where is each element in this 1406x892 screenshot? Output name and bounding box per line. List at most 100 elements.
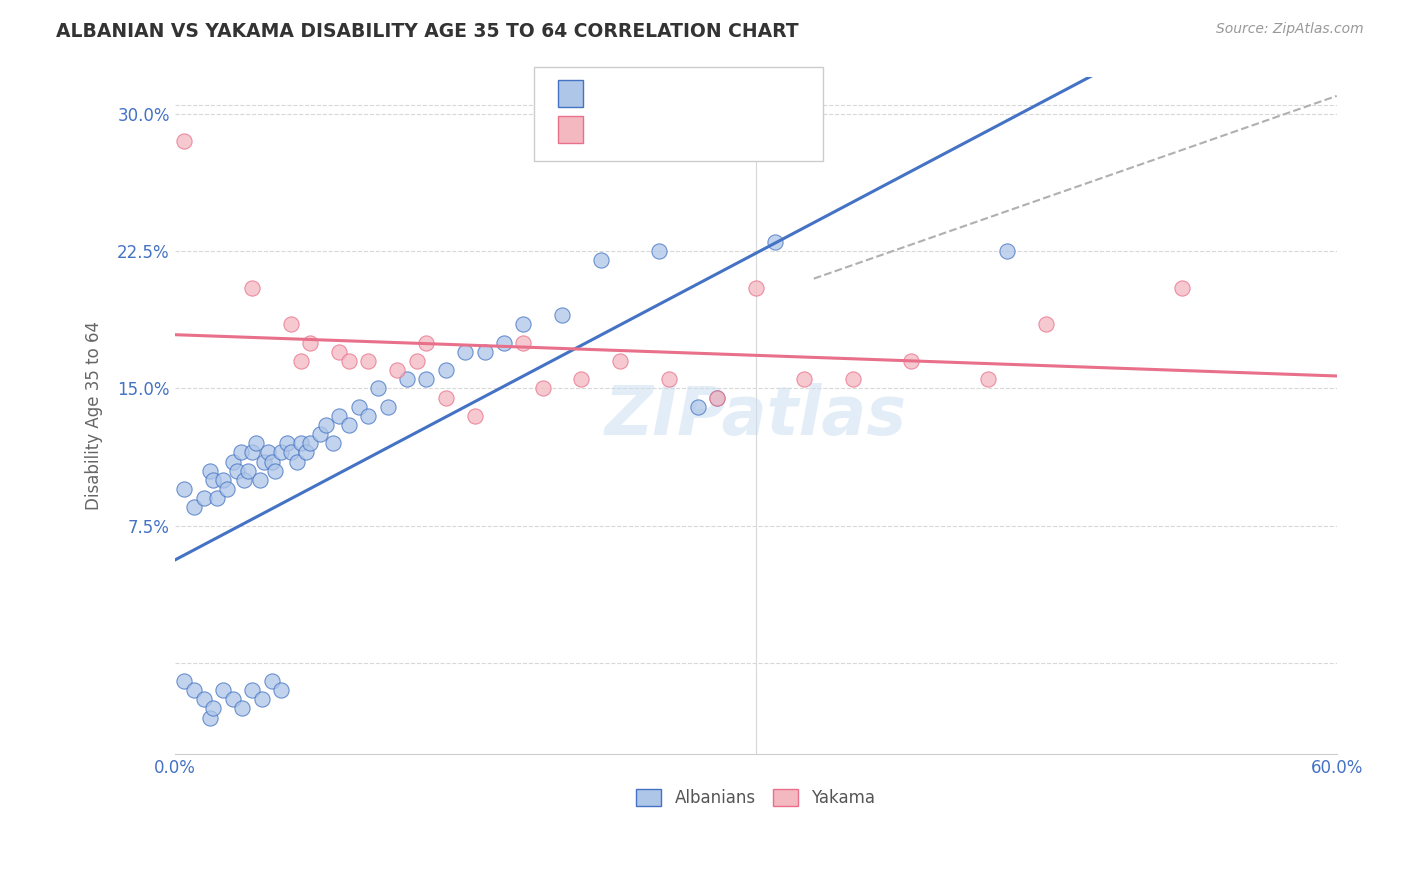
Text: Source: ZipAtlas.com: Source: ZipAtlas.com [1216,22,1364,37]
Point [686,400,709,414]
Point [367,381,389,395]
Point [240,281,263,295]
Point [299,436,322,450]
Point [198,464,221,478]
Point [212,473,235,487]
Point [270,445,292,459]
Point [405,354,427,368]
Point [285,454,308,468]
Point [589,253,612,268]
Point [270,683,292,698]
Point [396,372,419,386]
Point [977,372,1000,386]
Text: R =: R = [595,120,636,138]
Point [357,409,380,423]
Legend: Albanians, Yakama: Albanians, Yakama [630,782,882,814]
Point [1171,281,1194,295]
Point [225,464,247,478]
Point [245,436,267,450]
Point [841,372,863,386]
Point [657,372,679,386]
Point [240,683,263,698]
Point [997,244,1019,259]
Text: 50: 50 [728,85,751,103]
Point [474,344,496,359]
Point [763,235,786,249]
Point [233,473,256,487]
Point [198,711,221,725]
Point [280,318,302,332]
Point [240,445,263,459]
Point [315,417,337,432]
Point [454,344,477,359]
Point [434,391,457,405]
Point [387,363,409,377]
Text: N =: N = [693,85,730,103]
Point [512,335,534,350]
Point [347,400,370,414]
Point [193,491,215,505]
Point [337,354,360,368]
Point [290,436,312,450]
Point [415,372,437,386]
Point [309,427,332,442]
Point [202,473,225,487]
Point [183,683,205,698]
Text: 26: 26 [728,120,751,138]
Point [212,683,235,698]
Point [253,454,276,468]
Point [337,417,360,432]
Point [357,354,380,368]
Point [173,482,195,496]
Point [260,674,283,689]
Text: ZIPatlas: ZIPatlas [605,383,907,449]
Text: R =: R = [595,85,631,103]
Point [531,381,554,395]
Point [328,344,350,359]
Text: ALBANIAN VS YAKAMA DISABILITY AGE 35 TO 64 CORRELATION CHART: ALBANIAN VS YAKAMA DISABILITY AGE 35 TO … [56,22,799,41]
Text: 0.111: 0.111 [630,120,682,138]
Point [222,454,245,468]
Point [744,281,766,295]
Point [571,372,593,386]
Point [276,436,298,450]
Point [434,363,457,377]
Point [648,244,671,259]
Point [377,400,399,414]
Point [238,464,260,478]
Point [193,692,215,706]
Point [260,454,283,468]
Point [299,335,322,350]
Point [900,354,922,368]
Point [280,445,302,459]
Point [202,701,225,715]
Point [512,318,534,332]
Point [551,308,574,322]
Point [207,491,229,505]
Point [249,473,271,487]
Text: N =: N = [693,120,730,138]
Point [706,391,728,405]
Point [609,354,631,368]
Point [706,391,728,405]
Point [183,500,205,515]
Point [290,354,312,368]
Point [793,372,815,386]
Point [256,445,278,459]
Text: 0.323: 0.323 [630,85,683,103]
Point [231,701,253,715]
Point [492,335,515,350]
Point [215,482,238,496]
Point [173,674,195,689]
Point [328,409,350,423]
Point [173,135,195,149]
Point [415,335,437,350]
Point [1035,318,1057,332]
Point [295,445,318,459]
Point [264,464,287,478]
Y-axis label: Disability Age 35 to 64: Disability Age 35 to 64 [86,321,103,510]
Point [229,445,252,459]
Point [250,692,273,706]
Point [222,692,245,706]
Point [464,409,486,423]
